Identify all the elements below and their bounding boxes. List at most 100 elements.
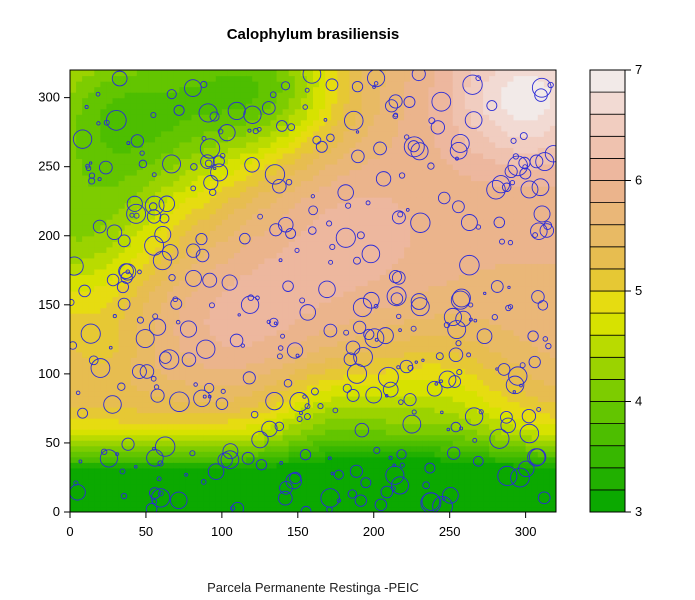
- heat-cell: [173, 186, 180, 193]
- heat-cell: [112, 92, 120, 99]
- heat-cell: [112, 489, 120, 497]
- heat-cell: [173, 163, 180, 171]
- heat-cell: [282, 340, 290, 347]
- heat-cell: [361, 412, 369, 419]
- heat-cell: [185, 379, 193, 386]
- heat-cell: [167, 103, 174, 110]
- heat-cell: [306, 208, 314, 215]
- heat-cell: [179, 500, 187, 508]
- heat-cell: [294, 478, 302, 485]
- heat-cell: [227, 197, 235, 204]
- heat-cell: [118, 285, 126, 292]
- heat-cell: [70, 141, 77, 148]
- heat-cell: [197, 329, 205, 336]
- heat-cell: [294, 489, 302, 497]
- heat-cell: [246, 81, 253, 88]
- heat-cell: [391, 412, 399, 419]
- heat-cell: [288, 174, 296, 182]
- heat-cell: [179, 152, 187, 159]
- heat-cell: [288, 197, 296, 204]
- heat-cell: [234, 163, 241, 171]
- heat-cell: [167, 418, 174, 425]
- heat-cell: [343, 434, 351, 441]
- heat-cell: [227, 191, 235, 198]
- heat-cell: [398, 390, 405, 397]
- heat-cell: [118, 495, 126, 502]
- heat-cell: [319, 125, 326, 132]
- heat-cell: [282, 318, 290, 325]
- heat-cell: [136, 70, 144, 77]
- heat-cell: [136, 296, 144, 303]
- heat-cell: [130, 108, 138, 115]
- heat-cell: [294, 252, 302, 259]
- heat-cell: [258, 462, 265, 469]
- heat-cell: [300, 313, 308, 320]
- heat-cell: [173, 141, 180, 148]
- heat-cell: [234, 97, 241, 104]
- heat-cell: [410, 119, 417, 126]
- heat-cell: [294, 412, 302, 419]
- heat-cell: [319, 407, 326, 414]
- heat-cell: [276, 329, 284, 336]
- heat-cell: [391, 401, 399, 408]
- heat-cell: [422, 224, 430, 231]
- heat-cell: [167, 412, 174, 419]
- heat-cell: [446, 451, 454, 458]
- heat-cell: [246, 75, 253, 82]
- heat-cell: [319, 395, 326, 403]
- heat-cell: [227, 362, 235, 369]
- heat-cell: [313, 219, 320, 226]
- heat-cell: [306, 130, 314, 137]
- heat-cell: [173, 484, 180, 491]
- heat-cell: [221, 451, 229, 458]
- heat-cell: [240, 329, 247, 336]
- heat-cell: [379, 467, 387, 474]
- heat-cell: [264, 174, 272, 182]
- heat-cell: [88, 473, 95, 480]
- heat-cell: [191, 412, 199, 419]
- heat-cell: [136, 473, 144, 480]
- heat-cell: [385, 141, 393, 148]
- heat-cell: [264, 136, 272, 143]
- heat-cell: [227, 390, 235, 397]
- heat-cell: [440, 500, 448, 508]
- heat-cell: [337, 324, 344, 331]
- heat-cell: [373, 296, 381, 303]
- heat-cell: [288, 357, 296, 364]
- heat-cell: [343, 219, 351, 226]
- heat-cell: [355, 484, 363, 491]
- heat-cell: [118, 324, 126, 331]
- heat-cell: [142, 478, 150, 485]
- heat-cell: [136, 429, 144, 436]
- heat-cell: [276, 384, 284, 392]
- heat-cell: [106, 180, 114, 187]
- heat-cell: [391, 362, 399, 369]
- heat-cell: [167, 279, 174, 287]
- heat-cell: [440, 163, 448, 171]
- heat-cell: [258, 114, 265, 121]
- heat-cell: [246, 219, 253, 226]
- heat-cell: [428, 329, 436, 336]
- heat-cell: [215, 362, 223, 369]
- heat-cell: [434, 191, 442, 198]
- heat-cell: [209, 368, 217, 375]
- heat-cell: [373, 208, 381, 215]
- heat-cell: [446, 351, 454, 358]
- heat-cell: [294, 108, 302, 115]
- heat-cell: [118, 197, 126, 204]
- heat-cell: [227, 235, 235, 242]
- heat-cell: [367, 191, 375, 198]
- heat-cell: [246, 478, 253, 485]
- heat-cell: [294, 423, 302, 430]
- heat-cell: [76, 495, 83, 502]
- heat-cell: [379, 186, 387, 193]
- heat-cell: [191, 456, 199, 463]
- heat-cell: [197, 180, 205, 187]
- heat-cell: [82, 329, 89, 336]
- heat-cell: [76, 368, 83, 375]
- heat-cell: [440, 224, 448, 231]
- heat-cell: [167, 362, 174, 369]
- heat-cell: [306, 169, 314, 176]
- heat-cell: [428, 418, 436, 425]
- heat-cell: [148, 302, 156, 309]
